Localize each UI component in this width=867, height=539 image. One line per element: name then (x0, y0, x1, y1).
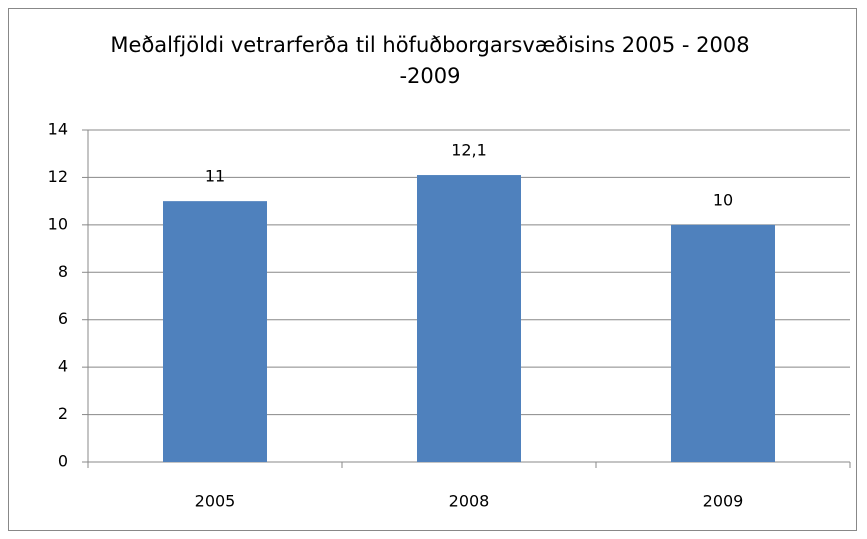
x-tick-label: 2008 (449, 492, 490, 511)
y-tick-label: 0 (58, 452, 68, 471)
chart-title: Meðalfjöldi vetrarferða til höfuðborgars… (110, 33, 750, 88)
bar (671, 224, 775, 462)
y-tick-label: 12 (48, 167, 68, 186)
y-tick-label: 14 (48, 120, 68, 139)
y-tick-label: 6 (58, 309, 68, 328)
x-tick-label: 2005 (195, 492, 236, 511)
y-tick-label: 8 (58, 262, 68, 281)
value-label: 11 (205, 167, 225, 186)
y-tick-label: 4 (58, 357, 68, 376)
y-tick-label: 10 (48, 214, 68, 233)
bar (163, 201, 267, 462)
bar (417, 175, 521, 463)
value-label: 10 (713, 190, 733, 209)
value-label: 12,1 (451, 141, 487, 160)
x-tick-label: 2009 (703, 492, 744, 511)
y-tick-label: 2 (58, 404, 68, 423)
